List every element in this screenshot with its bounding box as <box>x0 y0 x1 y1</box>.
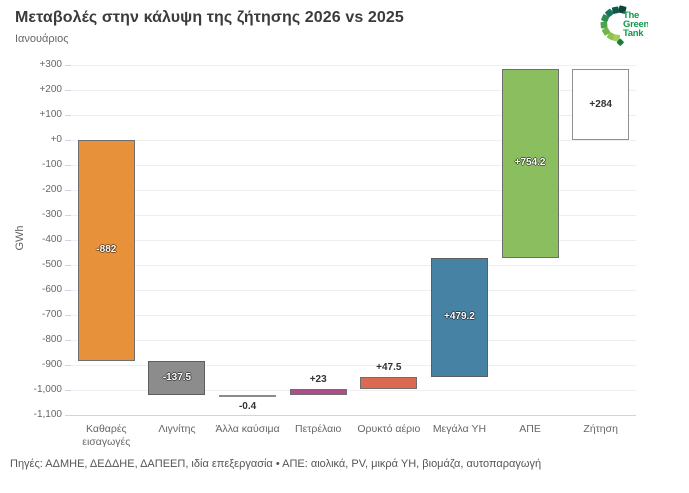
bar-value-label: +479.2 <box>444 311 475 323</box>
svg-text:Tank: Tank <box>623 28 644 39</box>
y-axis-tick <box>65 214 71 216</box>
y-axis-label: -400 <box>41 234 62 245</box>
gridline <box>71 264 636 266</box>
gridline <box>71 389 636 391</box>
gridline <box>71 339 636 341</box>
waterfall-bar-8[interactable] <box>572 69 630 140</box>
y-axis-label: -600 <box>41 284 62 295</box>
y-axis-tick <box>65 264 71 266</box>
y-axis-tick <box>65 389 71 391</box>
gridline <box>71 89 636 91</box>
x-axis-line <box>71 415 636 416</box>
green-tank-logo-text: The Green Tank <box>623 10 648 39</box>
gridline <box>71 189 636 191</box>
source-note: Πηγές: ΑΔΜΗΕ, ΔΕΔΔΗΕ, ΔΑΠΕΕΠ, ιδία επεξε… <box>10 458 542 470</box>
y-axis-label: +300 <box>39 59 62 70</box>
svg-text:Green: Green <box>623 19 648 30</box>
y-axis-tick <box>65 89 71 91</box>
bar-value-label: -137.5 <box>162 371 192 383</box>
y-axis-tick <box>65 64 71 66</box>
y-axis-tick <box>65 164 71 166</box>
waterfall-bar-2[interactable] <box>148 360 206 395</box>
gridline <box>71 214 636 216</box>
x-axis-category-label: Πετρέλαιο <box>294 423 342 435</box>
gridline <box>71 364 636 366</box>
y-axis-tick <box>65 289 71 291</box>
bar-value-label: +754.2 <box>514 157 546 169</box>
y-axis-label: -1,000 <box>33 384 62 395</box>
y-axis-label: -100 <box>41 159 62 170</box>
svg-text:The: The <box>623 10 639 21</box>
x-axis-category-label: Λιγνίτης <box>158 423 196 435</box>
y-axis-label: +100 <box>39 109 62 120</box>
y-axis-label: -300 <box>41 209 62 220</box>
bar-value-label: -0.4 <box>238 400 257 412</box>
gridline <box>71 114 636 116</box>
chart-subtitle: Ιανουάριος <box>15 33 69 45</box>
y-axis-label: +0 <box>50 134 62 145</box>
y-axis-tick <box>65 239 71 241</box>
y-axis-label: -900 <box>41 359 62 370</box>
gridline <box>71 64 636 66</box>
y-axis-tick <box>65 414 71 416</box>
waterfall-bar-1[interactable] <box>77 140 135 361</box>
y-axis-tick <box>65 339 71 341</box>
x-axis-category-label: Ορυκτό αέριο <box>357 423 421 435</box>
y-axis-label: +200 <box>39 84 62 95</box>
x-axis-category-label: ΑΠΕ <box>519 423 541 435</box>
y-axis-label: -500 <box>41 259 62 270</box>
bar-value-label: +47.5 <box>376 362 402 374</box>
x-axis-category-label: Καθαρές εισαγωγές <box>82 423 131 449</box>
gridline <box>71 314 636 316</box>
gridline <box>71 164 636 166</box>
waterfall-bar-5[interactable] <box>360 377 418 390</box>
y-axis-tick <box>65 364 71 366</box>
y-axis-label: -800 <box>41 334 62 345</box>
y-axis-label: -200 <box>41 184 62 195</box>
green-tank-logo: The Green Tank <box>600 5 648 46</box>
y-axis-tick <box>65 139 71 141</box>
y-axis-tick <box>65 114 71 116</box>
bar-value-label: +23 <box>309 374 327 386</box>
x-axis-category-label: Μεγάλα ΥΗ <box>432 423 487 435</box>
waterfall-bar-6[interactable] <box>430 257 488 378</box>
waterfall-bar-3[interactable] <box>219 394 277 397</box>
x-axis-category-label: Ζήτηση <box>583 423 618 435</box>
waterfall-bar-7[interactable] <box>501 69 559 258</box>
waterfall-bar-4[interactable] <box>289 389 347 395</box>
x-axis-category-label: Άλλα καύσιμα <box>215 423 280 435</box>
bar-value-label: +284 <box>589 98 612 110</box>
y-axis-tick <box>65 189 71 191</box>
y-axis-label: -1,100 <box>33 409 62 420</box>
gridline <box>71 289 636 291</box>
y-axis-tick <box>65 314 71 316</box>
green-tank-logo-arc <box>600 5 627 46</box>
y-axis-label: -700 <box>41 309 62 320</box>
bar-value-label: -882 <box>96 244 117 256</box>
gridline <box>71 139 636 141</box>
gridline <box>71 239 636 241</box>
chart-title: Μεταβολές στην κάλυψη της ζήτησης 2026 v… <box>15 9 404 26</box>
